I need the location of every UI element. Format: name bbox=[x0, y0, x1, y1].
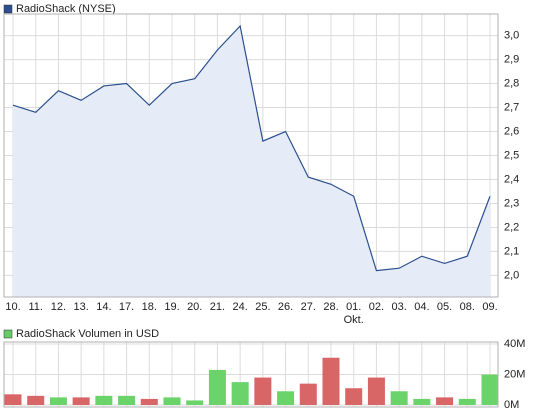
bar bbox=[163, 397, 181, 405]
bar bbox=[186, 400, 204, 405]
x-tick-label: 03. bbox=[391, 301, 406, 313]
bar bbox=[345, 388, 363, 405]
y-tick-label: 2,0 bbox=[504, 269, 519, 281]
x-tick-label: 14. bbox=[96, 301, 111, 313]
x-tick-label: 28. bbox=[323, 301, 338, 313]
y-tick-label: 3,0 bbox=[504, 29, 519, 41]
bar bbox=[322, 357, 340, 405]
x-tick-label: 20. bbox=[187, 301, 202, 313]
y-tick-label: 2,8 bbox=[504, 77, 519, 89]
x-tick-label: 04. bbox=[414, 301, 429, 313]
bar bbox=[367, 377, 385, 405]
bar bbox=[299, 383, 317, 405]
y-tick-label: 20M bbox=[504, 368, 525, 380]
bar bbox=[254, 377, 272, 405]
x-tick-label: 13. bbox=[73, 301, 88, 313]
bar bbox=[27, 395, 45, 405]
legend-label: RadioShack (NYSE) bbox=[16, 3, 116, 15]
x-tick-label: 11. bbox=[28, 301, 42, 313]
bar bbox=[481, 374, 499, 405]
x-tick-label: 05. bbox=[437, 301, 452, 313]
x-tick-label: 19. bbox=[164, 301, 179, 313]
annotation: Okt. bbox=[344, 314, 364, 326]
legend-swatch bbox=[3, 4, 13, 14]
y-tick-label: 2,9 bbox=[504, 53, 519, 65]
y-tick-label: 2,3 bbox=[504, 197, 519, 209]
bar bbox=[277, 391, 295, 405]
x-tick-label: 25. bbox=[255, 301, 270, 313]
y-tick-label: 2,6 bbox=[504, 125, 519, 137]
bar bbox=[458, 398, 476, 405]
plot-frame bbox=[3, 341, 499, 408]
bar bbox=[231, 382, 249, 405]
x-tick-label: 08. bbox=[460, 301, 475, 313]
y-tick-label: 2,1 bbox=[504, 245, 519, 257]
plot-frame bbox=[3, 13, 499, 298]
bar bbox=[95, 395, 113, 405]
x-tick-label: 24. bbox=[232, 301, 247, 313]
x-tick-label: 02. bbox=[369, 301, 384, 313]
bar bbox=[390, 391, 408, 405]
legend-swatch bbox=[3, 329, 13, 339]
y-tick-label: 2,5 bbox=[504, 149, 519, 161]
bar bbox=[208, 369, 226, 405]
bar bbox=[140, 398, 158, 405]
x-tick-label: 26. bbox=[278, 301, 293, 313]
y-tick-label: 2,7 bbox=[504, 101, 519, 113]
bar bbox=[436, 397, 454, 405]
bar bbox=[49, 397, 67, 405]
bar bbox=[118, 395, 136, 405]
x-tick-label: 10. bbox=[5, 301, 20, 313]
x-tick-label: 12. bbox=[51, 301, 66, 313]
bar bbox=[413, 398, 431, 405]
line bbox=[12, 24, 491, 272]
area bbox=[13, 25, 490, 298]
bar bbox=[4, 394, 22, 405]
x-tick-label: 17. bbox=[119, 301, 134, 313]
y-tick-label: 2,2 bbox=[504, 221, 519, 233]
x-tick-label: 27. bbox=[301, 301, 316, 313]
legend-label: RadioShack Volumen in USD bbox=[16, 328, 159, 340]
x-tick-label: 09. bbox=[482, 301, 497, 313]
x-tick-label: 18. bbox=[142, 301, 157, 313]
y-tick-label: 0M bbox=[504, 399, 519, 411]
x-tick-label: 21. bbox=[210, 301, 225, 313]
y-tick-label: 40M bbox=[504, 338, 525, 350]
y-tick-label: 2,4 bbox=[504, 173, 519, 185]
x-tick-label: 01. bbox=[346, 301, 361, 313]
bar bbox=[72, 397, 90, 405]
